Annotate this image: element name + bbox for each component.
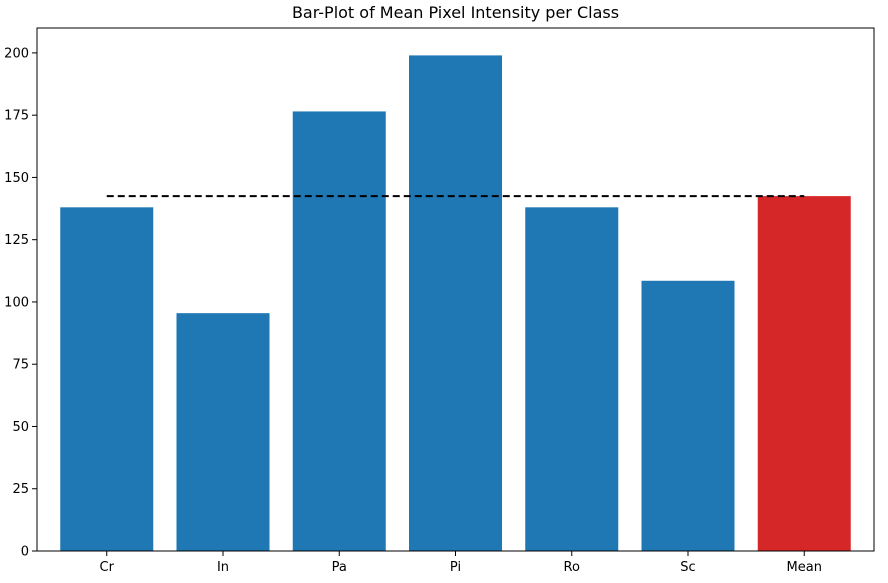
x-tick-label-cr: Cr <box>100 560 115 575</box>
x-tick-label-ro: Ro <box>564 560 580 575</box>
bar-ro <box>525 207 619 551</box>
bars-layer <box>60 55 851 552</box>
bar-pi <box>409 55 502 552</box>
x-tick-label-sc: Sc <box>680 560 695 575</box>
y-tick-label: 50 <box>12 420 29 435</box>
y-tick-label: 125 <box>4 233 29 248</box>
y-tick-label: 0 <box>21 545 29 560</box>
bar-sc <box>641 280 735 551</box>
y-tick-label: 100 <box>4 295 29 310</box>
bar-mean <box>757 196 851 552</box>
x-tick-label-pa: Pa <box>332 560 347 575</box>
x-tick-label-mean: Mean <box>787 560 822 575</box>
y-tick-label: 175 <box>4 109 29 124</box>
bar-in <box>176 313 270 551</box>
x-axis-ticks: Cr In Pa Pi Ro Sc Mean <box>100 551 822 575</box>
y-axis-ticks: 0 25 50 75 100 125 150 175 200 <box>4 46 37 560</box>
y-tick-label: 75 <box>12 358 29 373</box>
y-tick-label: 150 <box>4 171 29 186</box>
chart-title: Bar-Plot of Mean Pixel Intensity per Cla… <box>292 3 619 22</box>
bar-cr <box>60 207 154 551</box>
y-tick-label: 25 <box>12 482 29 497</box>
x-tick-label-pi: Pi <box>450 560 461 575</box>
y-tick-label: 200 <box>4 46 29 61</box>
bar-pa <box>292 111 386 552</box>
x-tick-label-in: In <box>217 560 229 575</box>
